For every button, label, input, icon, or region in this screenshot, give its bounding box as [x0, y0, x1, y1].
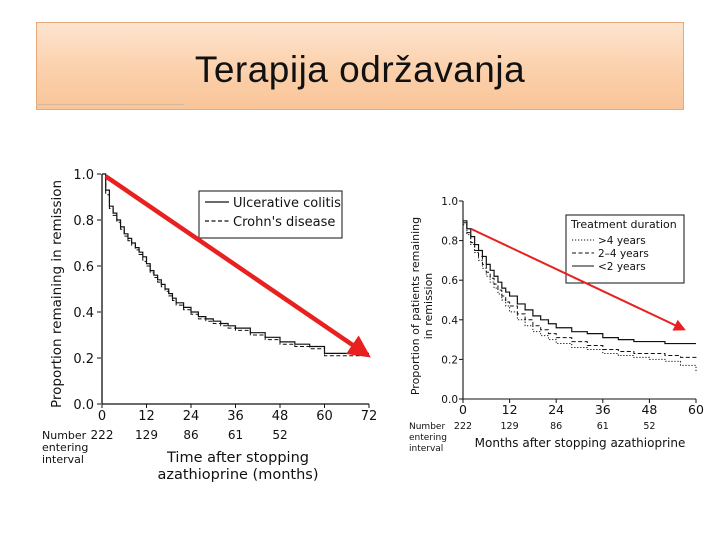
title-banner: Terapija održavanja: [36, 22, 684, 110]
x-tick-label: 36: [595, 402, 611, 417]
legend-box: [565, 214, 685, 284]
number-entering-label-2: entering: [42, 441, 88, 454]
y-tick-label: 0.2: [73, 352, 94, 367]
x-tick-label: 0: [459, 402, 467, 417]
number-entering-value: 52: [643, 421, 655, 432]
x-tick-label: 0: [98, 409, 106, 424]
number-entering-value: 222: [454, 421, 472, 432]
y-tick-label: 0.2: [441, 354, 458, 366]
slide-title: Terapija održavanja: [194, 49, 526, 90]
x-tick-label: 24: [183, 409, 200, 424]
legend-box: [198, 190, 343, 239]
y-tick-label: 0.0: [73, 398, 94, 413]
number-entering-label-2: entering: [409, 433, 447, 443]
trend-arrow: [470, 227, 686, 331]
series-line-crohns-disease: [102, 173, 369, 357]
trend-arrow: [104, 174, 371, 358]
y-axis-label: Proportion remaining in remission: [49, 180, 65, 408]
y-tick-label: 0.0: [441, 394, 458, 406]
y-axis-label-line1: Proportion of patients remaining: [409, 217, 422, 395]
number-entering-value: 86: [550, 421, 562, 432]
x-axis-label-line1: Time after stopping: [166, 450, 309, 466]
x-tick-label: 24: [548, 402, 564, 417]
x-tick-label: 48: [641, 402, 657, 417]
number-entering-label-1: Number: [409, 422, 445, 432]
legend-label: 2–4 years: [598, 248, 649, 260]
number-entering-value: 129: [135, 428, 158, 442]
title-underline: [36, 104, 184, 105]
legend-label: Ulcerative colitis: [233, 196, 341, 211]
number-entering-label-1: Number: [42, 429, 87, 442]
y-tick-label: 0.6: [73, 260, 94, 275]
number-entering-value: 52: [272, 428, 287, 442]
x-tick-label: 72: [361, 409, 378, 424]
number-entering-value: 61: [228, 428, 243, 442]
number-entering-value: 61: [597, 421, 609, 432]
legend-label: Crohn's disease: [233, 215, 335, 230]
y-tick-label: 0.6: [441, 275, 458, 287]
number-entering-label-3: interval: [42, 453, 84, 466]
x-tick-label: 12: [502, 402, 518, 417]
x-tick-label: 36: [227, 409, 244, 424]
y-axis-label-line2: in remission: [422, 273, 435, 340]
x-axis-label-line2: azathioprine (months): [157, 467, 318, 483]
legend-label: >4 years: [598, 235, 646, 247]
y-tick-label: 0.8: [73, 214, 94, 229]
series-line-2-4-years: [463, 222, 697, 360]
number-entering-value: 86: [183, 428, 198, 442]
x-tick-label: 60: [316, 409, 333, 424]
series-line-lt2-years: [463, 220, 696, 345]
number-entering-value: 222: [91, 428, 114, 442]
x-axis-label: Months after stopping azathioprine: [475, 436, 686, 450]
x-tick-label: 60: [688, 402, 704, 417]
number-entering-label-3: interval: [409, 444, 443, 454]
x-tick-label: 12: [138, 409, 155, 424]
y-tick-label: 0.4: [73, 306, 94, 321]
y-tick-label: 0.4: [441, 315, 458, 327]
y-tick-label: 1.0: [441, 196, 458, 208]
y-tick-label: 0.8: [441, 236, 458, 248]
number-entering-value: 129: [501, 421, 519, 432]
legend-title: Treatment duration: [570, 218, 677, 231]
x-tick-label: 48: [272, 409, 289, 424]
legend-label: <2 years: [598, 261, 646, 273]
y-tick-label: 1.0: [73, 168, 94, 183]
